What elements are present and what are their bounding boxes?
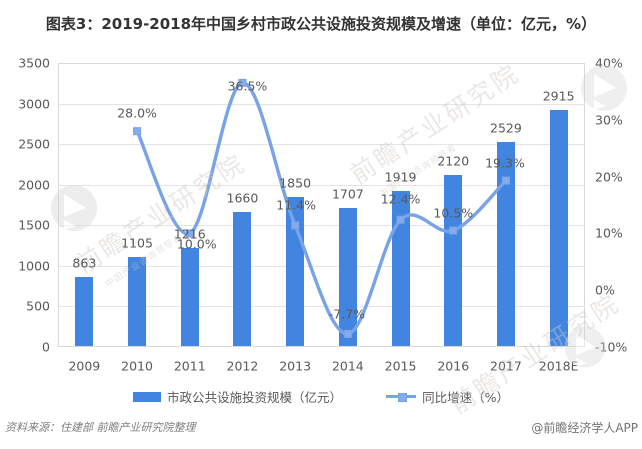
y-axis-right-tick: 0% bbox=[595, 282, 615, 298]
legend-item-bar-series: 市政公共设施投资规模（亿元） bbox=[133, 387, 342, 406]
y-axis-left-tick: 2000 bbox=[18, 177, 50, 193]
x-axis-tick: 2017 bbox=[490, 358, 522, 374]
x-axis-tick: 2011 bbox=[173, 358, 206, 374]
bar bbox=[180, 248, 199, 346]
bar bbox=[496, 141, 515, 346]
x-axis-tick: 2014 bbox=[331, 358, 364, 374]
grid-line bbox=[58, 103, 585, 105]
line-value-label: 10.0% bbox=[176, 236, 217, 252]
bar bbox=[233, 212, 252, 346]
legend-label-line-series: 同比增速（%） bbox=[422, 390, 509, 405]
bar-value-label: 1660 bbox=[226, 190, 259, 206]
y-axis-left-tick: 3000 bbox=[18, 96, 50, 112]
bar bbox=[391, 191, 410, 346]
plot-border bbox=[58, 63, 585, 347]
bar-series-swatch-icon bbox=[133, 391, 162, 402]
bar bbox=[286, 196, 305, 346]
y-axis-left-tick: 1000 bbox=[18, 258, 50, 274]
y-axis-right-tick: 40% bbox=[595, 55, 623, 71]
chart-title: 图表3：2019-2018年中国乡村市政公共设施投资规模及增速（单位：亿元，%） bbox=[45, 15, 597, 33]
line-value-label: 10.5% bbox=[433, 205, 474, 221]
y-axis-left-tick: 500 bbox=[26, 298, 50, 314]
bar bbox=[549, 110, 568, 346]
chart-legend: 市政公共设施投资规模（亿元） 同比增速（%） bbox=[0, 387, 642, 406]
y-axis-right-tick: 20% bbox=[595, 169, 623, 185]
bar-value-label: 863 bbox=[72, 255, 97, 271]
bar bbox=[128, 257, 147, 346]
bar-value-label: 2529 bbox=[490, 120, 522, 136]
line-value-label: 28.0% bbox=[117, 105, 157, 121]
x-axis-tick: 2010 bbox=[121, 358, 153, 374]
line-series-swatch-icon bbox=[386, 392, 417, 402]
legend-item-line-series: 同比增速（%） bbox=[386, 387, 509, 406]
legend-label-bar-series: 市政公共设施投资规模（亿元） bbox=[167, 390, 343, 405]
bar-value-label: 1707 bbox=[331, 186, 364, 202]
line-value-label: 19.3% bbox=[485, 155, 525, 171]
y-axis-left-tick: 0 bbox=[42, 339, 50, 355]
brand-note: @前瞻经济学人APP bbox=[531, 421, 638, 435]
bar-value-label: 1919 bbox=[384, 169, 417, 185]
x-axis-tick: 2009 bbox=[68, 358, 101, 374]
bar-value-label: 2915 bbox=[542, 88, 575, 104]
x-axis-tick: 2013 bbox=[279, 358, 312, 374]
bar-value-label: 1850 bbox=[279, 175, 312, 191]
y-axis-right-tick: 10% bbox=[595, 225, 623, 241]
line-value-label: 12.4% bbox=[380, 191, 421, 207]
y-axis-right-tick: 30% bbox=[595, 112, 623, 128]
bar-value-label: 2120 bbox=[437, 153, 470, 169]
line-value-label: 11.4% bbox=[276, 197, 316, 213]
y-axis-left-tick: 1500 bbox=[18, 217, 50, 233]
y-axis-left-tick: 3500 bbox=[18, 55, 50, 71]
x-axis-tick: 2018E bbox=[538, 358, 579, 374]
y-axis-right-tick: -10% bbox=[595, 339, 628, 355]
bar bbox=[444, 174, 463, 346]
data-source-note: 资料来源：住建部 前瞻产业研究院整理 bbox=[5, 421, 196, 434]
bar-value-label: 1105 bbox=[121, 235, 153, 251]
x-axis-tick: 2016 bbox=[437, 358, 470, 374]
bar bbox=[338, 208, 357, 346]
line-value-label: 36.5% bbox=[227, 78, 268, 94]
bar bbox=[75, 276, 94, 346]
x-axis-tick: 2012 bbox=[226, 358, 259, 374]
x-axis-tick: 2015 bbox=[384, 358, 417, 374]
line-value-label: -7.7% bbox=[328, 306, 365, 322]
y-axis-left-tick: 2500 bbox=[18, 136, 50, 152]
